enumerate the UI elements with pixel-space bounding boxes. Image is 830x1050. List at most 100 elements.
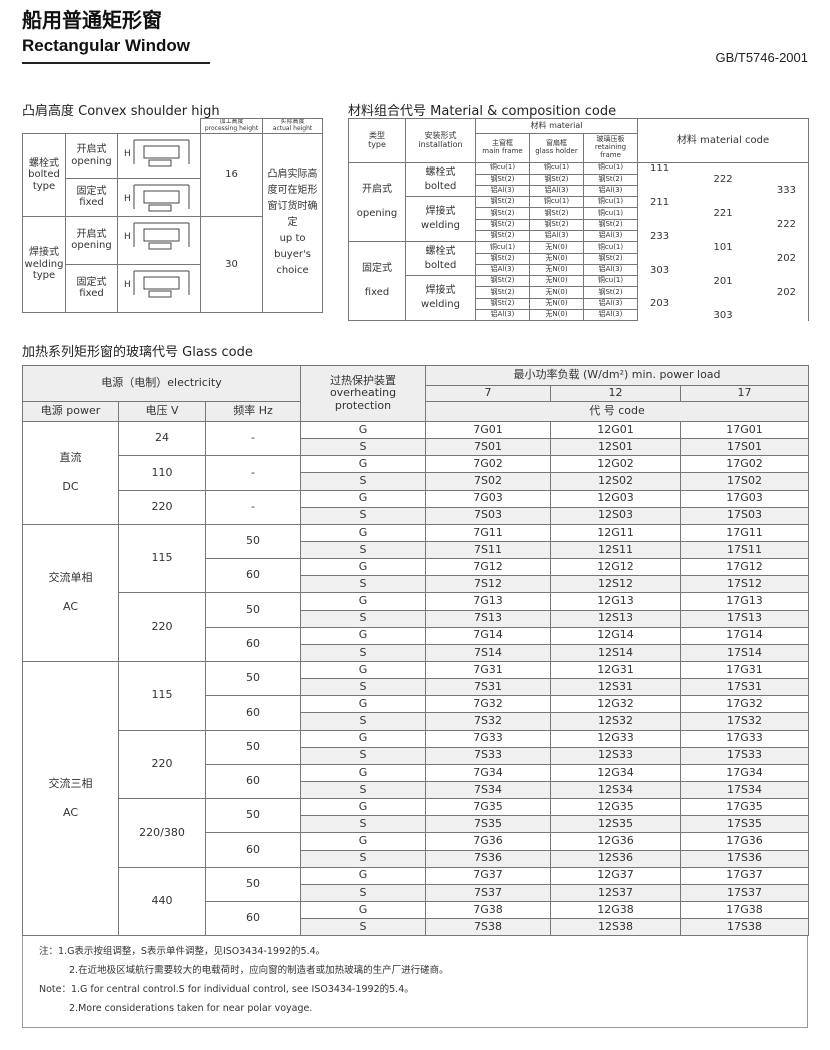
material-cell: 钢St(2) xyxy=(475,297,530,311)
code-cell: 7S36 xyxy=(425,849,552,868)
header-cell: 实际高度 actual height xyxy=(262,118,324,134)
frequency-cell: 50 xyxy=(204,798,302,834)
code-cell: 12S35 xyxy=(550,815,682,834)
code-cell: 7S37 xyxy=(425,883,552,902)
frequency-cell: 60 xyxy=(204,558,302,594)
code-cell: 7G03 xyxy=(425,489,552,508)
code-cell: 12G12 xyxy=(550,558,682,577)
code-cell: 7S38 xyxy=(425,918,552,937)
note-line: 2.在近地极区域航行需要较大的电载荷时，应向窗的制造者或加热玻璃的生产厂进行磋商… xyxy=(69,965,449,976)
protection-cell: S xyxy=(300,918,427,937)
header-cell: 加工高度 processing height xyxy=(200,118,264,134)
code-cell: 12G34 xyxy=(550,763,682,782)
voltage-cell: 220 xyxy=(118,489,206,525)
protection-cell: G xyxy=(300,660,427,680)
code-cell: 17S14 xyxy=(680,643,810,662)
protection-cell: G xyxy=(300,900,427,920)
text-line: welding xyxy=(421,220,460,232)
row: S 7S38 12S38 17S38 xyxy=(23,918,810,937)
text-line: glass holder xyxy=(535,147,578,155)
text-line: welding type xyxy=(24,258,64,282)
drawing-label: H xyxy=(124,149,131,159)
code-cell: 7S31 xyxy=(425,678,552,697)
code-cell: 12G33 xyxy=(550,729,682,748)
frequency-cell: 60 xyxy=(204,900,302,937)
install-cell: 焊接式 welding xyxy=(405,275,476,322)
frequency-cell: 50 xyxy=(204,866,302,902)
code-cell: 12G37 xyxy=(550,866,682,885)
row: S 7S36 12S36 17S36 xyxy=(23,849,810,868)
header-cell: 代 号 code xyxy=(425,401,810,422)
row: 固定式 fixed 螺栓式 bolted 铜cu(1) 无N(0) 铜cu(1) 101 xyxy=(348,241,810,322)
row: S 7S35 12S35 17S35 xyxy=(23,815,810,834)
code-cell: 221 xyxy=(637,207,810,220)
frequency-cell: - xyxy=(204,489,302,525)
text-line: 螺栓式 xyxy=(29,157,59,169)
header-cell: 频率 Hz xyxy=(204,401,302,422)
text-line: 交流单相 xyxy=(48,571,93,585)
text-line: opening xyxy=(356,208,398,220)
row: 交流单相 AC 115 50 G 7G11 12G11 17G11 xyxy=(22,523,810,662)
material-cell: 无N(0) xyxy=(529,275,584,288)
code-cell: 222 xyxy=(637,219,810,231)
material-cell: 铜cu(1) xyxy=(582,162,639,175)
material-caption: 材料组合代号 Material & composition code xyxy=(348,104,617,119)
row: S 7S02 12S02 17S02 xyxy=(23,472,810,491)
code-cell: 7G37 xyxy=(425,866,552,885)
text-line: 固定式 xyxy=(76,276,107,288)
voltage-cell: 110 xyxy=(118,455,206,491)
code-cell: 12S11 xyxy=(550,540,682,560)
frequency-cell: - xyxy=(204,420,302,457)
material-cell: 钢St(2) xyxy=(475,173,530,186)
code-cell: 17S34 xyxy=(680,780,810,800)
height-cell: 16 xyxy=(200,133,264,217)
code-cell: 17G34 xyxy=(680,763,810,782)
text-line: 焊接式 xyxy=(29,247,59,259)
text-line: 窗扇框 xyxy=(546,139,567,148)
text-line: 交流三相 xyxy=(48,777,93,790)
protection-cell: G xyxy=(300,866,427,885)
code-cell: 222 xyxy=(637,174,810,186)
code-cell: 201 xyxy=(637,275,810,287)
code-cell: 233 xyxy=(637,230,810,242)
sub-cell: 开启式 opening xyxy=(65,216,118,265)
voltage-cell: 24 xyxy=(118,420,206,457)
material-cell: 钢St(2) xyxy=(529,173,584,186)
note-line: 2.More considerations taken for near pol… xyxy=(69,1003,313,1014)
code-cell: 7G13 xyxy=(425,592,552,611)
text-line: 实际高度 xyxy=(280,118,305,126)
code-cell: 7S35 xyxy=(425,815,552,834)
text-line: 主窗框 xyxy=(492,139,513,148)
row: S 7S37 12S37 17S37 xyxy=(23,883,810,902)
cell xyxy=(22,118,202,134)
material-cell: 钢St(2) xyxy=(475,207,530,220)
code-cell: 12G36 xyxy=(550,832,682,851)
title-cn: 船用普通矩形窗 xyxy=(22,8,162,32)
code-cell: 12S12 xyxy=(550,575,682,594)
power-cell: 直流 DC xyxy=(22,421,119,525)
row: 固定式 fixed H xyxy=(23,177,323,217)
code-cell: 17G13 xyxy=(680,592,810,611)
material-cell: 铝Al(3) xyxy=(582,184,639,198)
row: 钢St(2) 钢St(2) 钢St(2) 222 xyxy=(349,218,810,231)
row: 220- G 7G03 12G03 17G03 xyxy=(23,489,810,525)
code-cell: 7G01 xyxy=(425,420,552,440)
code-cell: 12S38 xyxy=(550,918,682,937)
code-cell: 12G02 xyxy=(550,455,682,474)
code-cell: 12G32 xyxy=(550,695,682,714)
height-cell: 30 xyxy=(200,216,264,313)
material-cell: 铜cu(1) xyxy=(475,241,530,254)
protection-cell: S xyxy=(300,575,427,594)
frequency-cell: - xyxy=(204,455,302,491)
code-cell: 17S03 xyxy=(680,506,810,525)
code-cell: 7G35 xyxy=(425,798,552,817)
code-cell: 7S12 xyxy=(425,575,552,594)
material-cell: 无N(0) xyxy=(529,297,584,311)
protection-cell: G xyxy=(300,729,427,748)
header-cell: 最小功率负载 (W/dm²) min. power load xyxy=(425,365,810,386)
material-table: 类型 type 安装形式 installation 材料 material 材料 mate… xyxy=(348,118,810,322)
header-cell: 主窗框 main frame xyxy=(475,133,530,163)
material-cell: 铝Al(3) xyxy=(475,184,530,198)
power-cell: 交流单相 AC xyxy=(22,523,119,662)
text-line: 开启式 xyxy=(362,184,392,196)
